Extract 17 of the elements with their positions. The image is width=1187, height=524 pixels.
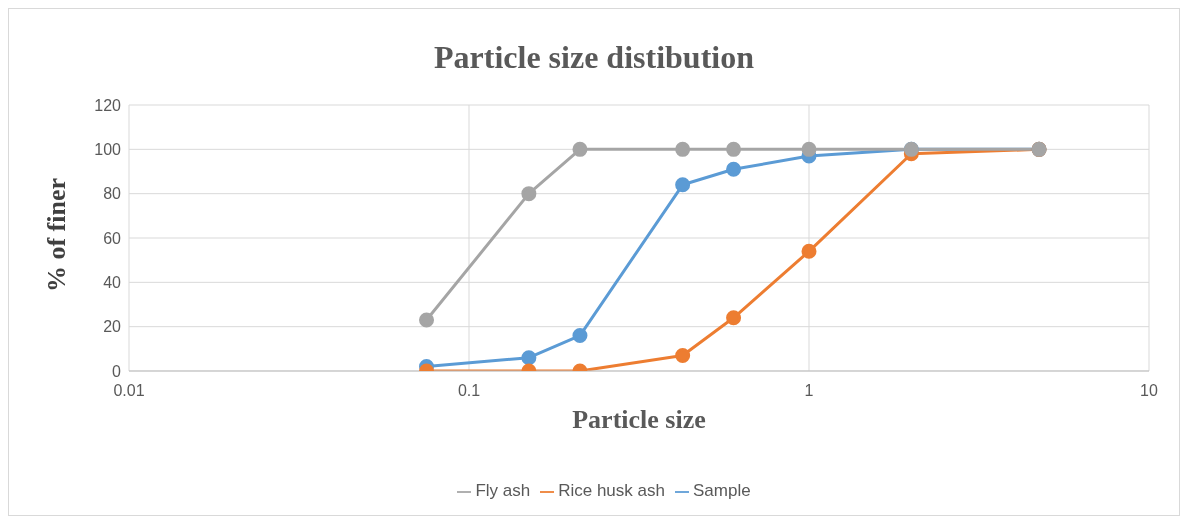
x-tick-label: 1 bbox=[804, 382, 814, 400]
y-tick-label: 120 bbox=[94, 96, 122, 114]
y-tick-label: 40 bbox=[103, 274, 122, 292]
x-tick-label: 0.1 bbox=[457, 382, 481, 400]
y-tick-label: 100 bbox=[94, 141, 122, 159]
legend-label: Sample bbox=[692, 481, 751, 500]
legend-label: Fly ash bbox=[475, 481, 531, 500]
x-tick-label: 10 bbox=[1140, 382, 1158, 400]
x-axis-title: Particle size bbox=[571, 405, 707, 435]
legend-label: Rice husk ash bbox=[558, 481, 665, 500]
y-tick-label: 0 bbox=[112, 362, 122, 380]
y-axis-title: % of finer bbox=[42, 177, 72, 293]
y-tick-label: 80 bbox=[103, 185, 122, 203]
y-tick-label: 60 bbox=[103, 229, 122, 247]
chart-title: Particle size distibution bbox=[433, 39, 755, 76]
y-tick-label: 20 bbox=[103, 318, 122, 336]
x-tick-label: 0.01 bbox=[113, 382, 145, 400]
